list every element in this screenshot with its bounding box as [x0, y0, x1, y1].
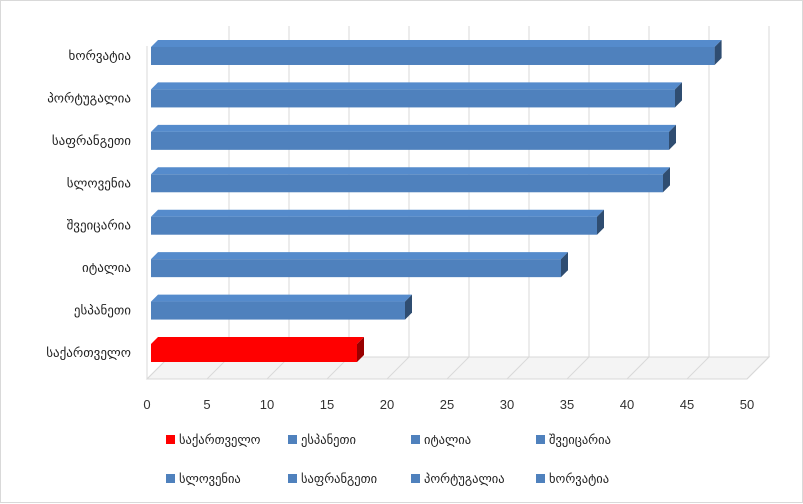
category-label: იტალია: [82, 261, 131, 276]
legend-label: საქართველო: [179, 432, 261, 447]
category-label: საქართველო: [46, 346, 131, 361]
legend-swatch: [288, 435, 297, 444]
bar-end: [663, 167, 670, 193]
floor-gridline: [506, 356, 530, 380]
legend-swatch: [536, 435, 545, 444]
bar: [151, 344, 357, 362]
category-label: ხორვატია: [69, 49, 131, 64]
bar: [151, 216, 597, 235]
bar-end: [357, 337, 364, 362]
x-tick-label: 45: [680, 397, 694, 412]
bar-end: [405, 294, 412, 320]
category-label: პორტუგალია: [47, 91, 131, 106]
legend-label: ხორვატია: [549, 471, 609, 486]
bar-top: [151, 252, 568, 260]
category-label: საფრანგეთი: [52, 134, 131, 149]
legend-swatch: [411, 474, 420, 483]
legend-swatch: [166, 435, 175, 444]
x-tick-label: 15: [320, 397, 334, 412]
x-tick-label: 20: [380, 397, 394, 412]
floor-gridline: [446, 356, 470, 380]
bar: [151, 259, 561, 278]
legend-swatch: [166, 474, 175, 483]
floor-gridline: [626, 356, 650, 380]
legend-label: იტალია: [424, 432, 471, 447]
bar: [151, 131, 669, 150]
bar-end: [669, 124, 676, 150]
bar-top: [151, 167, 670, 175]
x-tick-label: 5: [203, 397, 210, 412]
bar: [151, 46, 715, 65]
bar: [151, 301, 405, 320]
bar-top: [151, 39, 722, 47]
bar-top: [151, 82, 682, 90]
bar-top: [151, 209, 604, 217]
legend-swatch: [411, 435, 420, 444]
legend-label: პორტუგალია: [424, 471, 505, 486]
x-tick-label: 0: [143, 397, 150, 412]
legend-label: ესპანეთი: [301, 432, 356, 447]
floor-gridline: [746, 356, 770, 380]
x-tick-label: 25: [440, 397, 454, 412]
legend-swatch: [288, 474, 297, 483]
legend-swatch: [536, 474, 545, 483]
category-label: შვეიცარია: [67, 219, 131, 234]
bar-end: [597, 209, 604, 235]
floor-gridline: [566, 356, 590, 380]
bar-top: [151, 294, 412, 302]
bar-top: [151, 124, 676, 132]
legend-label: საფრანგეთი: [301, 471, 377, 486]
bar-end: [675, 82, 682, 108]
bar: [151, 89, 675, 108]
bar-end: [561, 252, 568, 278]
bar-top: [151, 337, 364, 344]
legend-label: შვეიცარია: [549, 432, 611, 447]
x-tick-label: 10: [260, 397, 274, 412]
x-tick-label: 30: [500, 397, 514, 412]
bar: [151, 174, 663, 193]
x-tick-label: 50: [740, 397, 754, 412]
x-tick-label: 40: [620, 397, 634, 412]
floor-gridline: [386, 356, 410, 380]
bar-end: [714, 39, 722, 65]
category-label: სლოვენია: [67, 176, 131, 191]
x-tick-label: 35: [560, 397, 574, 412]
legend-label: სლოვენია: [179, 471, 241, 486]
floor-gridline: [686, 356, 710, 380]
category-label: ესპანეთი: [74, 304, 131, 319]
